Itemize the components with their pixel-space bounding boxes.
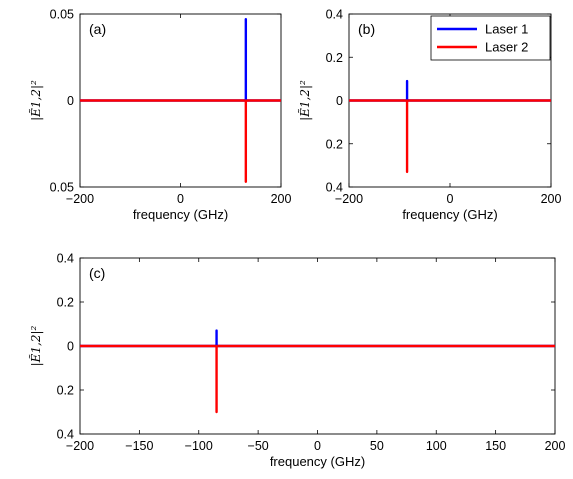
y-tick-label: 0 (336, 94, 343, 108)
x-tick-label: 200 (271, 192, 292, 206)
x-tick-label: −200 (66, 192, 94, 206)
y-tick-label: 0 (67, 94, 74, 108)
y-tick-label: 0.2 (326, 137, 343, 151)
legend-box (430, 15, 551, 61)
y-tick-label: 0.2 (326, 51, 343, 65)
x-tick-label: −200 (66, 439, 94, 453)
y-tick-label: 0.4 (326, 8, 343, 22)
y-tick-label: 0.4 (57, 428, 74, 442)
panel-c: −200 −150 −100 −50 0 50 100 150 200 0.4 0.2 0 0.2 0.4… (28, 252, 565, 470)
legend-label-1: Laser 1 (485, 22, 528, 37)
x-tick-label: −150 (125, 439, 153, 453)
legend-label-2: Laser 2 (485, 40, 528, 55)
y-tick-label: 0.4 (326, 181, 343, 195)
x-tick-label: 100 (426, 439, 447, 453)
panel-b: −200 0 200 0.4 0.2 0 0.2 0.4 frequency (GHz) |Ẽ1,… (297, 8, 561, 223)
panel-a: −200 0 200 0.05 0 0.05 frequency (GHz) |Ẽ1,2|² (… (28, 8, 291, 223)
x-tick-label: 0 (177, 192, 184, 206)
x-tick-label: −50 (248, 439, 269, 453)
y-axis-label: |Ẽ1,2|² (297, 80, 312, 121)
y-axis-label: |Ẽ1,2|² (28, 80, 43, 121)
x-tick-label: 0 (314, 439, 321, 453)
x-tick-label: −200 (335, 192, 363, 206)
y-tick-label: 0.4 (57, 252, 74, 266)
x-axis-label: frequency (GHz) (270, 454, 365, 469)
x-tick-label: 150 (485, 439, 506, 453)
x-tick-label: −100 (185, 439, 213, 453)
x-tick-label: 200 (545, 439, 566, 453)
panel-label: (b) (358, 21, 375, 37)
x-axis-label: frequency (GHz) (402, 207, 497, 222)
y-axis-label: |Ẽ1,2|² (28, 325, 43, 366)
x-axis-label: frequency (GHz) (133, 207, 228, 222)
y-tick-label: 0 (67, 340, 74, 354)
y-tick-label: 0.2 (57, 296, 74, 310)
x-tick-label: 50 (370, 439, 384, 453)
y-tick-label: 0.05 (50, 181, 74, 195)
panel-label: (a) (89, 21, 106, 37)
panel-label: (c) (89, 265, 105, 281)
x-tick-label: 0 (447, 192, 454, 206)
y-tick-label: 0.2 (57, 384, 74, 398)
x-tick-label: 200 (541, 192, 562, 206)
y-tick-label: 0.05 (50, 8, 74, 22)
